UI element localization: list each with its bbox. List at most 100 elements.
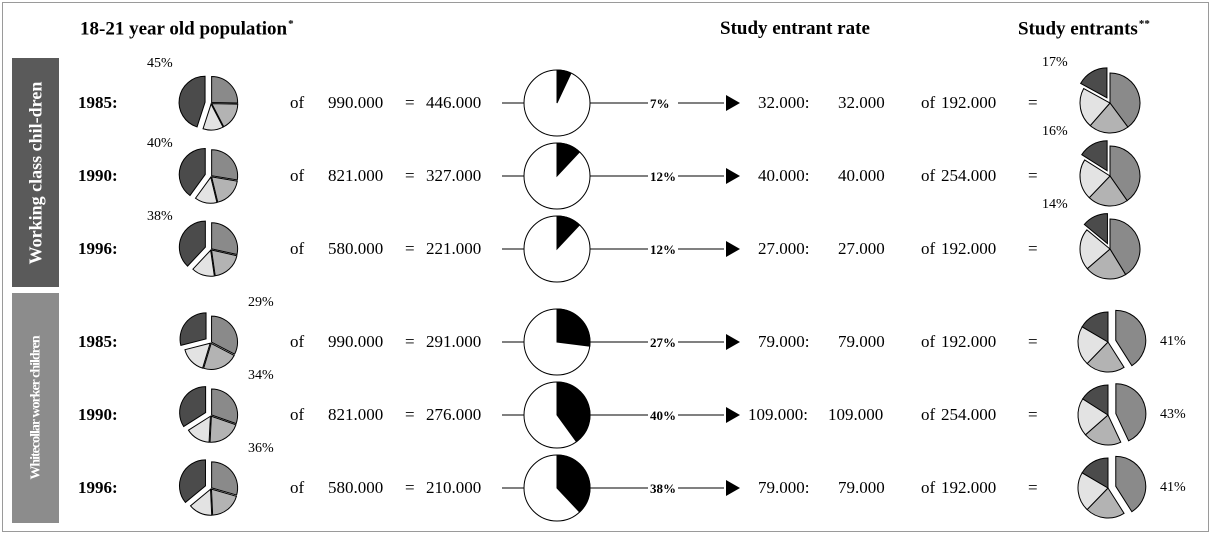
entrants-slice — [1077, 398, 1109, 436]
rate-pie-slice — [556, 142, 581, 178]
entrants-value: 40.000: — [758, 166, 810, 185]
of-label: of — [921, 405, 936, 424]
entrant-rate-label: 12% — [650, 242, 676, 257]
population-focus-slice — [179, 459, 206, 504]
population-value: 580.000 — [328, 239, 384, 258]
population-value: 821.000 — [328, 405, 384, 424]
population-slice — [210, 488, 238, 516]
entrants-slice — [1079, 87, 1111, 127]
of-label: of — [921, 93, 936, 112]
arrow-head — [726, 95, 740, 111]
equals-sign: = — [1028, 239, 1038, 258]
population-slice — [210, 249, 238, 277]
entrants-slice — [1086, 487, 1125, 519]
row-year: 1990: — [78, 405, 118, 424]
arrow-head — [726, 168, 740, 184]
entrant-rate-label: 7% — [650, 96, 670, 111]
entrant-rate-label: 12% — [650, 169, 676, 184]
of-label: of — [290, 166, 305, 185]
entrants-slice — [1081, 311, 1109, 343]
equals-sign: = — [1028, 166, 1038, 185]
entrants-share-label: 41% — [1160, 334, 1186, 349]
population-slice — [194, 176, 218, 204]
population-slice — [187, 415, 211, 443]
entrants-share-label: 17% — [1042, 55, 1068, 70]
of-label: of — [921, 239, 936, 258]
population-slice — [211, 149, 239, 181]
equals-sign: = — [405, 332, 415, 351]
entrants-slice — [1086, 341, 1125, 373]
total-value: 254.000 — [941, 405, 997, 424]
population-slice — [184, 342, 211, 369]
group-population-value: 221.000 — [426, 239, 482, 258]
population-share-label: 34% — [248, 368, 274, 383]
population-slice — [211, 388, 239, 425]
equals-sign: = — [405, 239, 415, 258]
population-slice — [211, 315, 239, 355]
arrow-head — [726, 407, 740, 423]
population-slice — [211, 461, 239, 496]
arrow-head — [726, 334, 740, 350]
entrants-share-label: 16% — [1042, 124, 1068, 139]
population-share-label: 38% — [147, 209, 173, 224]
entrants-share-label: 41% — [1160, 480, 1186, 495]
of-label: of — [290, 332, 305, 351]
row-year: 1990: — [78, 166, 118, 185]
arrow-head — [726, 480, 740, 496]
entrant-rate-label: 40% — [650, 408, 676, 423]
entrants-of-value: 109.000 — [828, 405, 884, 424]
equals-sign: = — [1028, 332, 1038, 351]
entrants-value: 79.000: — [758, 332, 810, 351]
entrants-slice — [1081, 457, 1109, 489]
row-year: 1996: — [78, 239, 118, 258]
row-year: 1985: — [78, 332, 118, 351]
population-share-label: 36% — [248, 441, 274, 456]
equals-sign: = — [405, 166, 415, 185]
entrants-of-value: 27.000 — [838, 239, 885, 258]
row-year: 1996: — [78, 478, 118, 497]
entrants-slice — [1109, 72, 1141, 128]
entrants-slice — [1089, 102, 1129, 134]
entrant-rate-label: 38% — [650, 481, 676, 496]
population-focus-slice — [179, 312, 207, 347]
equals-sign: = — [405, 405, 415, 424]
entrants-slice — [1082, 384, 1109, 416]
entrants-of-value: 79.000 — [838, 332, 885, 351]
population-focus-slice — [179, 386, 207, 428]
total-value: 192.000 — [941, 478, 997, 497]
population-slice — [202, 342, 235, 370]
entrants-value: 109.000: — [748, 405, 808, 424]
of-label: of — [290, 405, 305, 424]
group-population-value: 210.000 — [426, 478, 482, 497]
entrants-focus-slice — [1115, 309, 1147, 367]
entrants-slice — [1079, 159, 1111, 199]
entrants-slice — [1088, 175, 1128, 207]
rate-pie-slice — [556, 215, 581, 251]
rate-pie-slice — [556, 69, 572, 104]
total-value: 192.000 — [941, 239, 997, 258]
group-population-value: 291.000 — [426, 332, 482, 351]
total-value: 192.000 — [941, 93, 997, 112]
entrants-of-value: 40.000 — [838, 166, 885, 185]
total-value: 254.000 — [941, 166, 997, 185]
entrants-focus-slice — [1079, 67, 1108, 99]
header-entrants: Study entrants** — [1018, 18, 1150, 40]
header-rate: Study entrant rate — [720, 18, 870, 39]
equals-sign: = — [405, 478, 415, 497]
entrants-value: 79.000: — [758, 478, 810, 497]
population-slice — [210, 176, 238, 203]
of-label: of — [290, 239, 305, 258]
population-slice — [202, 102, 224, 131]
population-slice — [210, 103, 239, 128]
equals-sign: = — [405, 93, 415, 112]
arrow-head — [726, 241, 740, 257]
group-population-value: 327.000 — [426, 166, 482, 185]
population-share-label: 45% — [147, 56, 173, 71]
of-label: of — [290, 93, 305, 112]
population-share-label: 40% — [147, 136, 173, 151]
equals-sign: = — [1028, 93, 1038, 112]
of-label: of — [290, 478, 305, 497]
entrant-rate-label: 27% — [650, 335, 676, 350]
population-share-label: 29% — [248, 295, 274, 310]
